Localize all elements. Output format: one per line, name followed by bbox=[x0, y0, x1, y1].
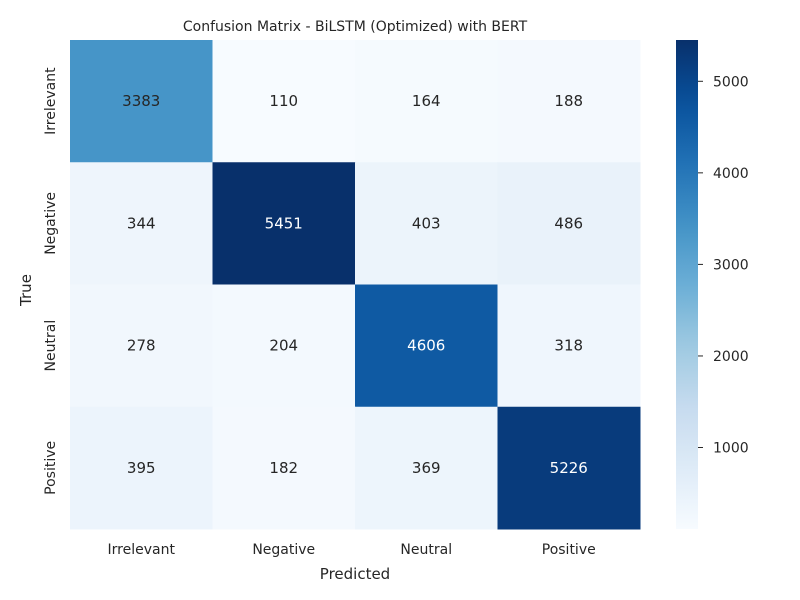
heatmap-cell bbox=[497, 406, 641, 530]
y-axis-ticks: Irrelevant Negative Neutral Positive bbox=[43, 67, 59, 495]
chart-title: Confusion Matrix - BiLSTM (Optimized) wi… bbox=[183, 19, 528, 35]
cell-value-label: 4606 bbox=[407, 337, 445, 355]
cell-value-label: 369 bbox=[412, 459, 441, 477]
cell-value-label: 5451 bbox=[265, 214, 303, 232]
heatmap-cell bbox=[497, 284, 641, 408]
x-tick-label: Negative bbox=[252, 542, 315, 558]
y-axis-label: True bbox=[17, 274, 35, 307]
colorbar-ticks: 1000 2000 3000 4000 5000 bbox=[698, 74, 749, 457]
cell-value-label: 486 bbox=[554, 214, 583, 232]
cell-value-label: 182 bbox=[269, 459, 298, 477]
cell-value-label: 110 bbox=[269, 92, 298, 110]
colorbar-tick-label: 5000 bbox=[713, 74, 749, 90]
cell-value-label: 318 bbox=[554, 337, 583, 355]
colorbar-tick-label: 3000 bbox=[713, 257, 749, 273]
heatmap-cell bbox=[497, 40, 641, 163]
cell-value-label: 395 bbox=[127, 459, 156, 477]
x-tick-label: Irrelevant bbox=[108, 542, 176, 558]
cell-value-label: 204 bbox=[269, 337, 298, 355]
heatmap-cell bbox=[212, 162, 356, 285]
heatmap-cell bbox=[70, 406, 213, 530]
y-tick-label: Neutral bbox=[43, 320, 59, 372]
heatmap-cell bbox=[212, 40, 356, 163]
y-tick-label: Positive bbox=[43, 441, 59, 495]
cell-value-label: 5226 bbox=[550, 459, 588, 477]
heatmap-cell bbox=[355, 284, 498, 408]
heatmap-cell bbox=[212, 406, 356, 530]
colorbar-tick-label: 1000 bbox=[713, 441, 749, 457]
heatmap-cell bbox=[70, 284, 213, 408]
x-tick-label: Positive bbox=[542, 542, 596, 558]
heatmap-cell bbox=[70, 162, 213, 285]
cell-value-label: 344 bbox=[127, 214, 156, 232]
cell-value-label: 188 bbox=[554, 92, 583, 110]
colorbar-tick-label: 2000 bbox=[713, 349, 749, 365]
heatmap-cell bbox=[497, 162, 641, 285]
heatmap-cell bbox=[355, 162, 498, 285]
y-tick-label: Negative bbox=[43, 192, 59, 255]
heatmap-cell bbox=[355, 40, 498, 163]
heatmap-cell bbox=[70, 40, 213, 163]
x-axis-ticks: Irrelevant Negative Neutral Positive bbox=[108, 542, 596, 558]
heatmap-cell-labels: 3383 110 164 188 344 5451 403 486 278 204 4606 318 3… bbox=[122, 92, 588, 477]
x-tick-label: Neutral bbox=[400, 542, 452, 558]
heatmap-cell bbox=[212, 284, 356, 408]
colorbar bbox=[676, 40, 698, 529]
heatmap-cells bbox=[70, 40, 641, 530]
cell-value-label: 164 bbox=[412, 92, 441, 110]
heatmap-cell bbox=[355, 406, 498, 530]
cell-value-label: 278 bbox=[127, 337, 156, 355]
y-tick-label: Irrelevant bbox=[43, 67, 59, 135]
cell-value-label: 403 bbox=[412, 214, 441, 232]
colorbar-tick-label: 4000 bbox=[713, 166, 749, 182]
x-axis-label: Predicted bbox=[320, 565, 390, 583]
cell-value-label: 3383 bbox=[122, 92, 160, 110]
